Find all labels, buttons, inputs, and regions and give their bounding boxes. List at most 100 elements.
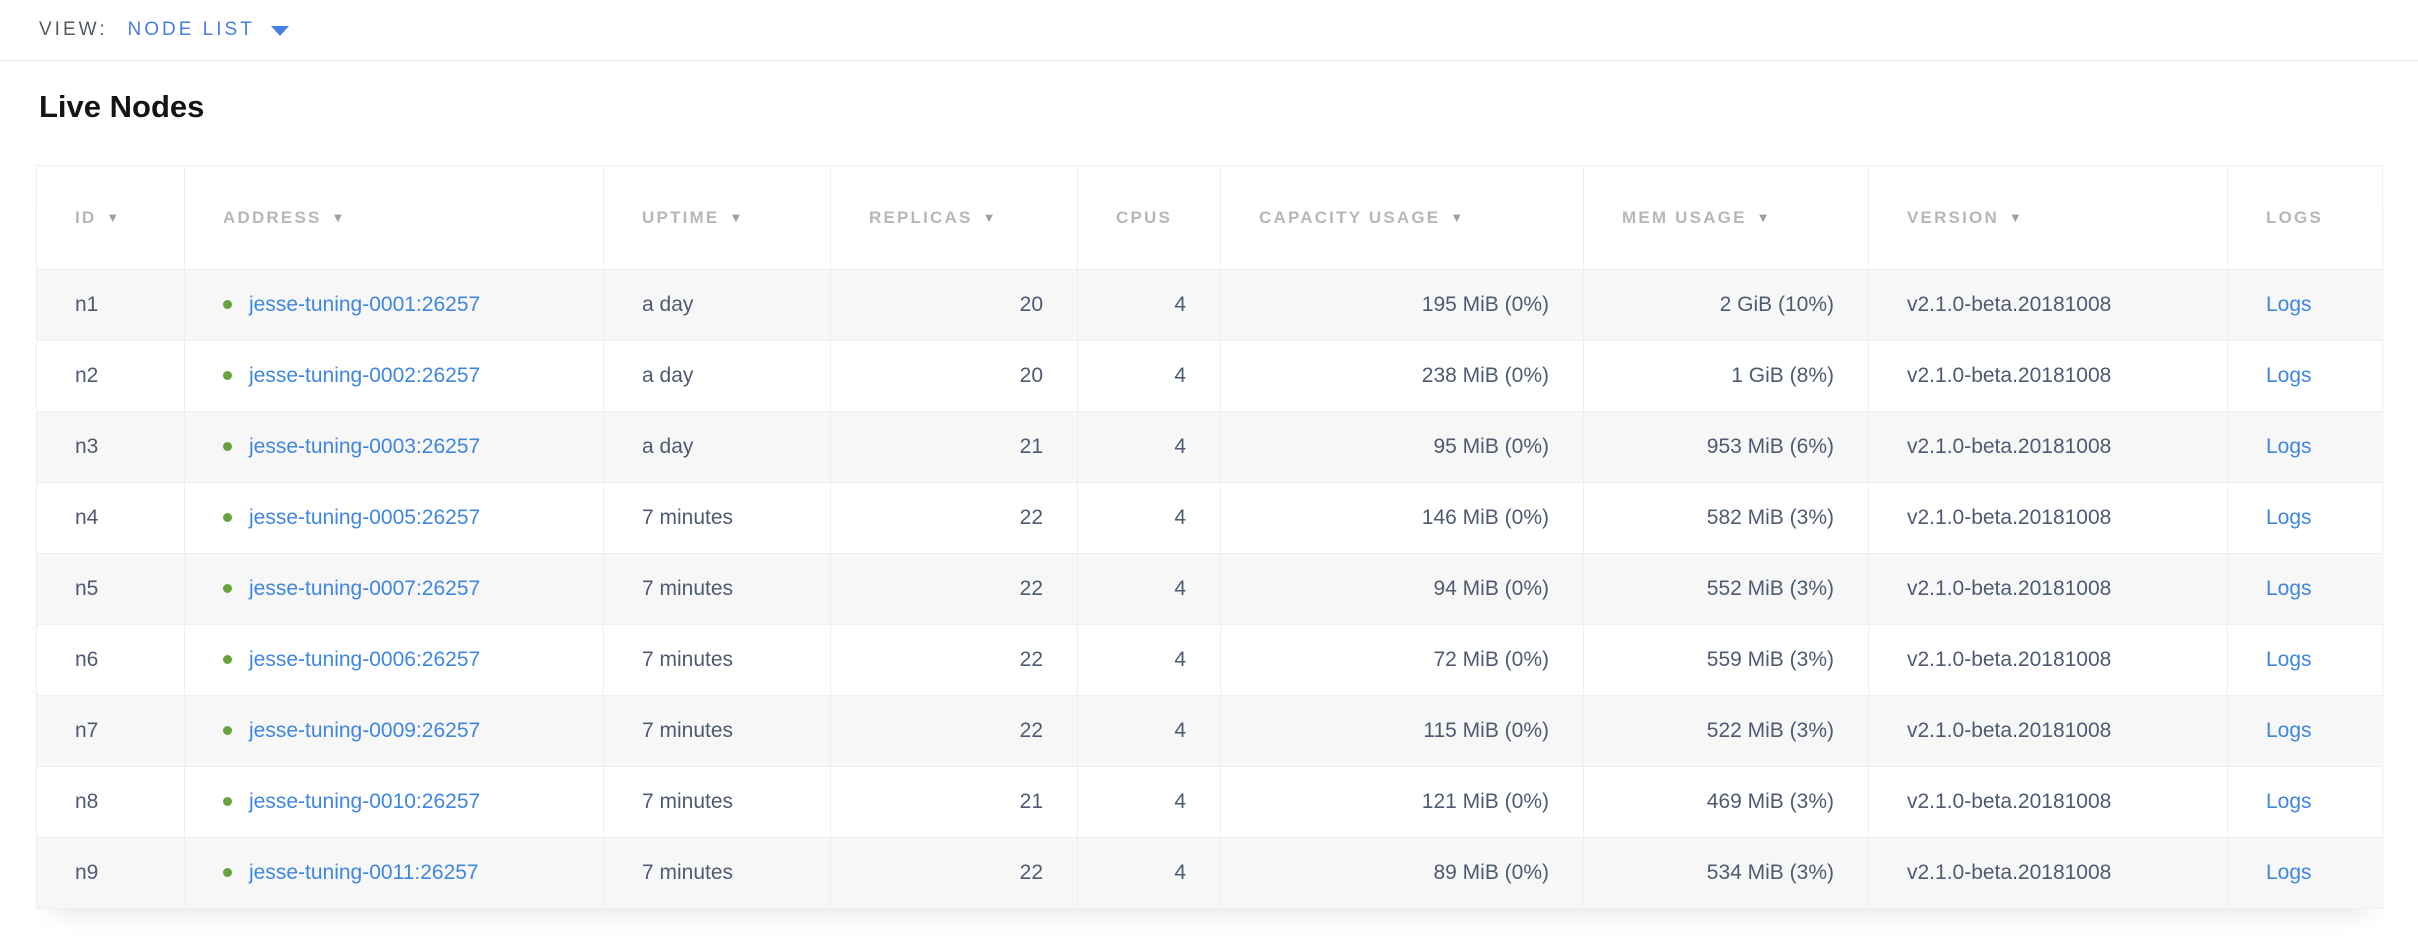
node-status-dot-icon [223,513,232,522]
column-label: VERSION [1907,207,1999,227]
cell-id: n2 [36,340,185,412]
column-header-replicas[interactable]: REPLICAS ▼ [830,165,1078,270]
cell-id: n7 [36,695,185,767]
table-row: n4 jesse-tuning-0005:26257 7 minutes 22 4 146… [36,482,2383,554]
column-header-capacity[interactable]: CAPACITY USAGE ▼ [1220,165,1584,270]
cell-version: v2.1.0-beta.20181008 [1868,553,2228,625]
cell-logs: Logs [2227,695,2383,767]
cell-cpus: 4 [1077,837,1221,909]
cell-cpus: 4 [1077,340,1221,412]
column-label: UPTIME [642,207,720,227]
sort-desc-icon: ▼ [729,209,745,225]
cell-id: n6 [36,624,185,696]
logs-link[interactable]: Logs [2266,719,2312,742]
table-row: n6 jesse-tuning-0006:26257 7 minutes 22 4 72 … [36,624,2383,696]
node-address-link[interactable]: jesse-tuning-0005:26257 [249,506,481,529]
cell-address: jesse-tuning-0006:26257 [184,624,604,696]
cell-capacity: 115 MiB (0%) [1220,695,1584,767]
cell-replicas: 22 [830,553,1078,625]
node-status-dot-icon [223,371,232,380]
logs-link[interactable]: Logs [2266,790,2312,813]
cell-replicas: 22 [830,624,1078,696]
node-address-link[interactable]: jesse-tuning-0001:26257 [249,293,481,316]
logs-link[interactable]: Logs [2266,648,2312,671]
cell-replicas: 21 [830,766,1078,838]
column-label: REPLICAS [869,207,973,227]
cell-replicas: 20 [830,269,1078,341]
view-label: VIEW: [39,19,108,40]
cell-id: n8 [36,766,185,838]
cell-address: jesse-tuning-0009:26257 [184,695,604,767]
node-address-link[interactable]: jesse-tuning-0011:26257 [249,861,479,884]
cell-version: v2.1.0-beta.20181008 [1868,837,2228,909]
cell-capacity: 72 MiB (0%) [1220,624,1584,696]
column-header-address[interactable]: ADDRESS ▼ [184,165,604,270]
table-row: n3 jesse-tuning-0003:26257 a day 21 4 95 MiB … [36,411,2383,483]
cell-version: v2.1.0-beta.20181008 [1868,269,2228,341]
logs-link[interactable]: Logs [2266,861,2312,884]
cell-id: n5 [36,553,185,625]
cell-uptime: 7 minutes [603,695,831,767]
column-header-uptime[interactable]: UPTIME ▼ [603,165,831,270]
table-row: n8 jesse-tuning-0010:26257 7 minutes 21 4 121… [36,766,2383,838]
cell-mem: 559 MiB (3%) [1583,624,1869,696]
node-address-link[interactable]: jesse-tuning-0010:26257 [249,790,481,813]
node-status-dot-icon [223,442,232,451]
view-bar: VIEW: NODE LIST [0,0,2418,61]
node-address-link[interactable]: jesse-tuning-0002:26257 [249,364,481,387]
cell-uptime: 7 minutes [603,766,831,838]
node-address-link[interactable]: jesse-tuning-0006:26257 [249,648,481,671]
logs-link[interactable]: Logs [2266,577,2312,600]
logs-link[interactable]: Logs [2266,506,2312,529]
cell-capacity: 95 MiB (0%) [1220,411,1584,483]
cell-address: jesse-tuning-0010:26257 [184,766,604,838]
sort-desc-icon: ▼ [2008,209,2024,225]
sort-desc-icon: ▼ [1450,209,1466,225]
view-selected-value[interactable]: NODE LIST [127,19,255,40]
cell-cpus: 4 [1077,553,1221,625]
cell-uptime: a day [603,269,831,341]
column-header-id[interactable]: ID ▼ [36,165,185,270]
cell-cpus: 4 [1077,695,1221,767]
cell-capacity: 89 MiB (0%) [1220,837,1584,909]
node-address-link[interactable]: jesse-tuning-0007:26257 [249,577,481,600]
cell-version: v2.1.0-beta.20181008 [1868,624,2228,696]
cell-version: v2.1.0-beta.20181008 [1868,482,2228,554]
logs-link[interactable]: Logs [2266,435,2312,458]
cell-id: n3 [36,411,185,483]
node-address-link[interactable]: jesse-tuning-0009:26257 [249,719,481,742]
cell-address: jesse-tuning-0011:26257 [184,837,604,909]
cell-address: jesse-tuning-0003:26257 [184,411,604,483]
table-header-row: ID ▼ ADDRESS ▼ UPTIME ▼ REPLICAS ▼ CPUS CAPACITY … [36,165,2383,270]
cell-capacity: 146 MiB (0%) [1220,482,1584,554]
cell-mem: 2 GiB (10%) [1583,269,1869,341]
node-address-link[interactable]: jesse-tuning-0003:26257 [249,435,481,458]
sort-desc-icon: ▼ [106,209,122,225]
column-label: LOGS [2266,207,2323,227]
cell-address: jesse-tuning-0001:26257 [184,269,604,341]
cell-version: v2.1.0-beta.20181008 [1868,695,2228,767]
sort-desc-icon: ▼ [982,209,998,225]
cell-capacity: 121 MiB (0%) [1220,766,1584,838]
cell-uptime: 7 minutes [603,624,831,696]
cell-replicas: 22 [830,837,1078,909]
chevron-down-icon [270,26,289,36]
column-header-mem[interactable]: MEM USAGE ▼ [1583,165,1869,270]
table-row: n2 jesse-tuning-0002:26257 a day 20 4 238 MiB… [36,340,2383,412]
cell-cpus: 4 [1077,411,1221,483]
logs-link[interactable]: Logs [2266,293,2312,316]
column-label: ADDRESS [223,207,322,227]
logs-link[interactable]: Logs [2266,364,2312,387]
column-header-cpus: CPUS [1077,165,1221,270]
view-selector-dropdown[interactable]: NODE LIST [128,19,289,41]
column-label: MEM USAGE [1622,207,1747,227]
live-nodes-table: ID ▼ ADDRESS ▼ UPTIME ▼ REPLICAS ▼ CPUS CAPACITY … [36,165,2383,909]
table-row: n9 jesse-tuning-0011:26257 7 minutes 22 4 89 … [36,837,2383,909]
cell-logs: Logs [2227,269,2383,341]
cell-logs: Logs [2227,482,2383,554]
column-header-version[interactable]: VERSION ▼ [1868,165,2228,270]
column-header-logs: LOGS [2227,165,2383,270]
column-label: ID [75,207,97,227]
cell-capacity: 195 MiB (0%) [1220,269,1584,341]
cell-uptime: 7 minutes [603,837,831,909]
